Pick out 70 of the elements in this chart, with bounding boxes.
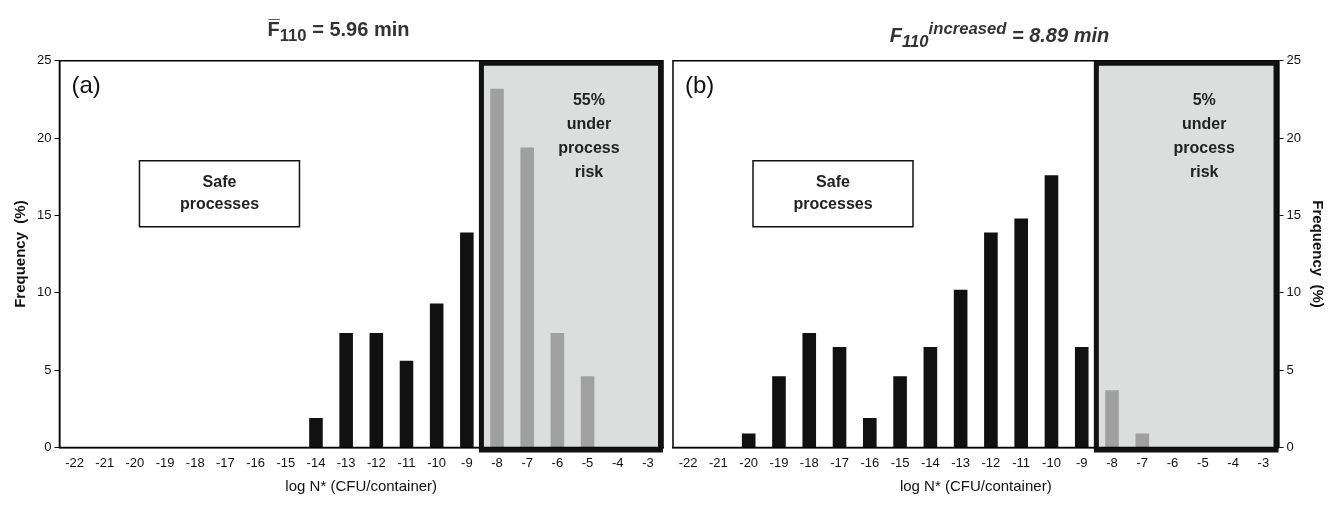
y-tick-label: 20 — [36, 129, 52, 145]
annotation: (b) — [685, 71, 715, 99]
x-tick-label: -20 — [739, 454, 759, 470]
x-tick-label: -21 — [709, 454, 728, 470]
x-tick-label: -19 — [155, 454, 175, 470]
x-tick-label: -3 — [1257, 454, 1270, 470]
x-tick-label: -5 — [1197, 454, 1209, 470]
y-tick-label: 5 — [44, 361, 52, 377]
bar — [580, 376, 595, 447]
bar — [520, 147, 534, 447]
x-tick-label: -6 — [551, 454, 564, 470]
x-tick-label: -14 — [306, 454, 326, 470]
x-tick-label: -15 — [276, 454, 296, 470]
x-axis-title: log N* (CFU/container) — [899, 477, 1052, 495]
x-tick-label: -15 — [890, 454, 910, 470]
x-tick-label: -11 — [1012, 454, 1031, 470]
x-tick-label: -9 — [461, 454, 473, 470]
x-tick-label: -13 — [336, 454, 356, 470]
y-axis-title: Frequency (%) — [11, 200, 29, 308]
x-tick-label: -10 — [1042, 454, 1061, 470]
x-tick-label: -12 — [366, 454, 386, 470]
y-axis-title: Frequency (%) — [1309, 200, 1327, 308]
bar — [550, 332, 565, 447]
x-tick-label: -9 — [1075, 454, 1088, 470]
annotation: (a) — [71, 71, 101, 99]
x-tick-label: -21 — [95, 454, 115, 470]
bar — [1105, 390, 1119, 447]
y-tick-label: 5 — [1286, 361, 1294, 377]
chart-title: F$_{110}$$^{increased}$ = 8.89 min — [888, 18, 1111, 51]
bar — [1135, 433, 1150, 447]
y-tick-label: 25 — [1286, 52, 1302, 68]
y-tick-label: 0 — [44, 438, 52, 454]
x-tick-label: -16 — [246, 454, 266, 470]
x-tick-label: -6 — [1166, 454, 1179, 470]
bar — [490, 88, 504, 447]
band-label: 5% under process risk — [1173, 91, 1235, 181]
x-tick-label: -3 — [642, 454, 654, 470]
y-tick-label: 20 — [1286, 129, 1302, 145]
x-tick-label: -19 — [769, 454, 789, 470]
annotation: Safe processes — [179, 173, 260, 213]
x-tick-label: -22 — [678, 454, 698, 470]
chart-title: F̅$_{110}$ = 5.96 min — [266, 17, 411, 47]
x-tick-label: -4 — [1227, 454, 1239, 470]
x-tick-label: -7 — [521, 454, 533, 470]
x-tick-label: -8 — [491, 454, 503, 470]
x-tick-label: -14 — [920, 454, 940, 470]
x-tick-label: -5 — [581, 454, 594, 470]
y-tick-label: 10 — [36, 284, 52, 300]
x-tick-label: -13 — [951, 454, 971, 470]
y-tick-label: 25 — [36, 52, 52, 68]
x-tick-label: -16 — [860, 454, 880, 470]
x-tick-label: -20 — [125, 454, 145, 470]
x-tick-label: -18 — [799, 454, 819, 470]
y-tick-label: 15 — [36, 207, 52, 223]
x-tick-label: -18 — [185, 454, 205, 470]
y-tick-label: 0 — [1286, 438, 1294, 454]
annotation: Safe processes — [793, 173, 873, 213]
x-axis-title: log N* (CFU/container) — [285, 477, 438, 495]
x-tick-label: -22 — [65, 454, 84, 470]
x-tick-label: -8 — [1106, 454, 1118, 470]
y-tick-label: 10 — [1286, 284, 1302, 300]
x-tick-label: -7 — [1136, 454, 1149, 470]
x-tick-label: -17 — [830, 454, 849, 470]
x-tick-label: -4 — [611, 454, 624, 470]
x-tick-label: -11 — [397, 454, 416, 470]
x-tick-label: -12 — [981, 454, 1001, 470]
band-label: 55% under process risk — [558, 91, 620, 181]
x-tick-label: -10 — [427, 454, 447, 470]
y-tick-label: 15 — [1286, 207, 1302, 223]
x-tick-label: -17 — [216, 454, 235, 470]
